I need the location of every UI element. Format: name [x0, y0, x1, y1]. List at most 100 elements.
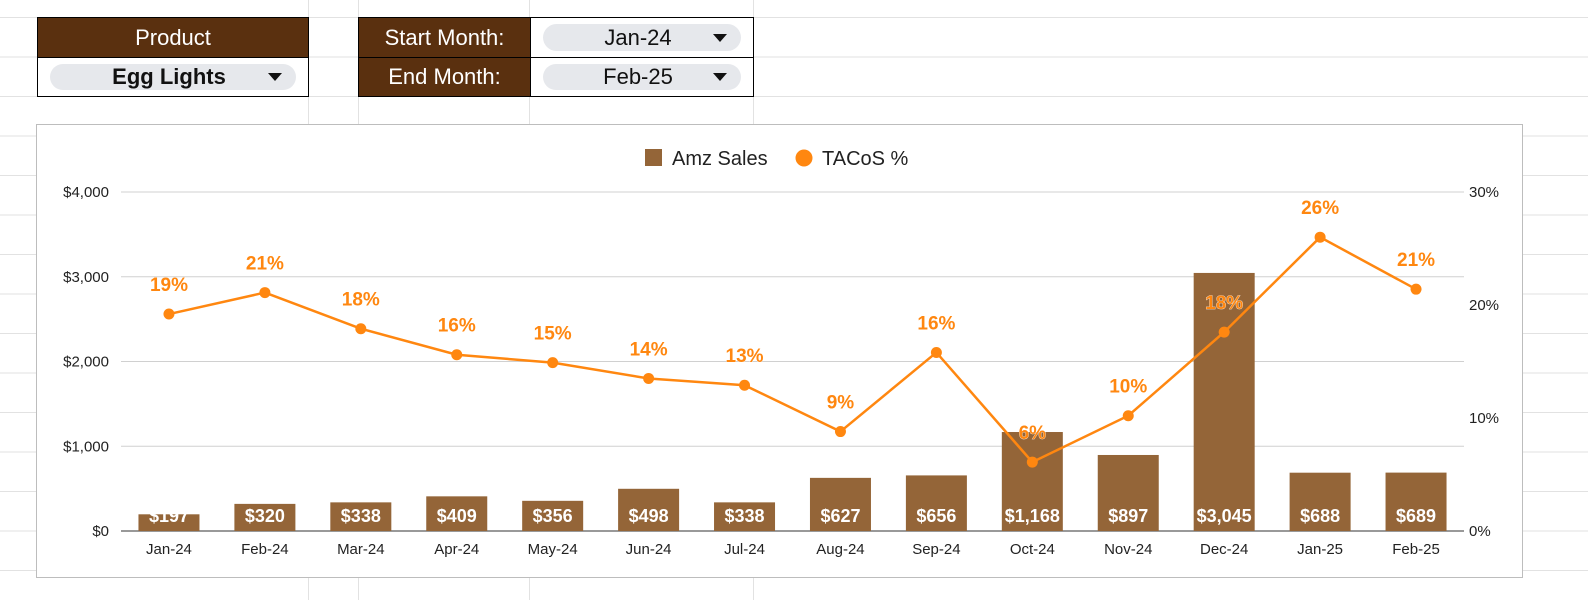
bar-data-label: $656 — [916, 506, 956, 526]
end-month-header: End Month: — [359, 57, 530, 96]
bar-data-label: $1,168 — [1005, 506, 1060, 526]
bar-amz-sales[interactable] — [905, 475, 967, 531]
point-tacos[interactable] — [163, 308, 175, 320]
point-tacos[interactable] — [259, 287, 271, 299]
x-tick-label: Jan-25 — [1297, 541, 1343, 558]
bar-data-label: $338 — [341, 506, 381, 526]
x-tick-label: Mar-24 — [337, 541, 385, 558]
y-right-tick-label: 20% — [1469, 297, 1499, 314]
bar-data-label: $409 — [437, 506, 477, 526]
sales-tacos-chart: $0 $1,000 $2,000 $3,000 $4,000 0% 10% 20% 30% $19… — [63, 148, 1499, 558]
bar-amz-sales[interactable] — [426, 496, 488, 531]
bar-amz-sales[interactable] — [1097, 454, 1159, 531]
line-tacos — [168, 235, 1417, 464]
product-label: Product — [135, 24, 211, 50]
bar-amz-sales[interactable] — [330, 502, 392, 531]
x-tick-label: Dec-24 — [1200, 541, 1248, 558]
bar-data-label: $897 — [1108, 506, 1148, 526]
bar-data-label: $498 — [629, 506, 669, 526]
point-tacos[interactable] — [643, 372, 655, 384]
x-tick-label: Sep-24 — [912, 541, 960, 558]
bar-data-label: $627 — [820, 506, 860, 526]
y-left-tick-label: $4,000 — [63, 184, 109, 201]
month-controls: Start Month: Jan-24 End Month: Feb-25 — [358, 17, 754, 97]
bar-data-label: $338 — [725, 506, 765, 526]
bar-amz-sales[interactable] — [1289, 472, 1351, 531]
end-month-dropdown[interactable]: Feb-25 — [530, 57, 753, 96]
y-left-tick-label: $2,000 — [63, 354, 109, 371]
line-data-label: 19% — [150, 275, 188, 296]
bar-data-label: $197 — [149, 506, 189, 526]
chevron-down-icon — [713, 33, 727, 42]
point-tacos[interactable] — [355, 323, 367, 335]
bar-amz-sales[interactable] — [1385, 472, 1447, 531]
chevron-down-icon — [713, 73, 727, 81]
bar-data-label: $356 — [533, 506, 573, 526]
x-tick-label: Nov-24 — [1104, 541, 1152, 558]
point-tacos[interactable] — [1122, 410, 1134, 422]
line-data-label: 26% — [1301, 198, 1339, 219]
end-month-chip[interactable]: Feb-25 — [543, 64, 741, 90]
y-right-tick-label: 10% — [1469, 410, 1499, 427]
point-tacos[interactable] — [1314, 231, 1326, 243]
point-tacos[interactable] — [1218, 326, 1230, 338]
y-right-tick-label: 0% — [1469, 523, 1491, 540]
point-tacos[interactable] — [1026, 456, 1038, 468]
bar-amz-sales[interactable] — [809, 477, 871, 531]
product-chip[interactable]: Egg Lights — [50, 64, 296, 90]
chevron-down-icon — [268, 73, 282, 81]
y-right-tick-label: 30% — [1469, 184, 1499, 201]
end-month-label: End Month: — [388, 64, 501, 89]
legend-swatch-tacos — [795, 149, 813, 167]
line-data-label: 16% — [438, 316, 476, 337]
end-month-value: Feb-25 — [603, 64, 673, 89]
bar-data-label: $688 — [1300, 506, 1340, 526]
y-left-tick-label: $0 — [92, 523, 109, 540]
start-month-chip[interactable]: Jan-24 — [543, 24, 741, 51]
point-tacos[interactable] — [547, 357, 559, 369]
bar-amz-sales[interactable] — [234, 503, 296, 531]
line-data-label: 14% — [630, 339, 668, 360]
x-tick-label: Feb-25 — [1392, 541, 1440, 558]
legend-swatch-amz-sales — [645, 149, 662, 166]
line-data-label: 13% — [726, 346, 764, 367]
x-tick-label: Apr-24 — [434, 541, 479, 558]
x-tick-label: Oct-24 — [1010, 541, 1055, 558]
start-month-value: Jan-24 — [604, 24, 672, 50]
product-value: Egg Lights — [112, 64, 226, 89]
point-tacos[interactable] — [930, 346, 942, 358]
line-data-label: 9% — [827, 393, 855, 414]
bar-data-label: $320 — [245, 506, 285, 526]
product-header: Product — [38, 18, 308, 57]
y-left-tick-label: $1,000 — [63, 438, 109, 455]
bar-data-label: $3,045 — [1197, 506, 1252, 526]
bar-amz-sales[interactable] — [618, 488, 680, 531]
start-month-label: Start Month: — [384, 24, 505, 50]
start-month-dropdown[interactable]: Jan-24 — [530, 18, 753, 57]
bar-amz-sales[interactable] — [1193, 272, 1255, 531]
line-data-label: 18% — [1205, 293, 1243, 314]
legend-label-tacos: TACoS % — [822, 148, 909, 170]
bar-amz-sales[interactable] — [1001, 432, 1063, 531]
line-data-label: 18% — [342, 290, 380, 311]
line-data-label: 21% — [246, 254, 284, 275]
bar-amz-sales[interactable] — [138, 514, 200, 531]
bar-amz-sales[interactable] — [522, 500, 584, 531]
point-tacos[interactable] — [451, 349, 463, 361]
product-dropdown[interactable]: Egg Lights — [38, 57, 308, 96]
line-data-label: 16% — [917, 313, 955, 334]
line-data-label: 10% — [1109, 377, 1147, 398]
point-tacos[interactable] — [834, 426, 846, 438]
y-left-tick-label: $3,000 — [63, 269, 109, 286]
chart-container: $0 $1,000 $2,000 $3,000 $4,000 0% 10% 20% 30% $19… — [36, 124, 1523, 578]
x-tick-label: May-24 — [528, 541, 578, 558]
line-data-label: 15% — [534, 324, 572, 345]
x-tick-label: Jan-24 — [146, 541, 192, 558]
line-data-label: 21% — [1397, 250, 1435, 271]
point-tacos[interactable] — [739, 379, 751, 391]
start-month-header: Start Month: — [359, 18, 530, 57]
point-tacos[interactable] — [1410, 283, 1422, 295]
bar-amz-sales[interactable] — [714, 502, 776, 531]
x-tick-label: Aug-24 — [816, 541, 864, 558]
x-tick-label: Jul-24 — [724, 541, 765, 558]
